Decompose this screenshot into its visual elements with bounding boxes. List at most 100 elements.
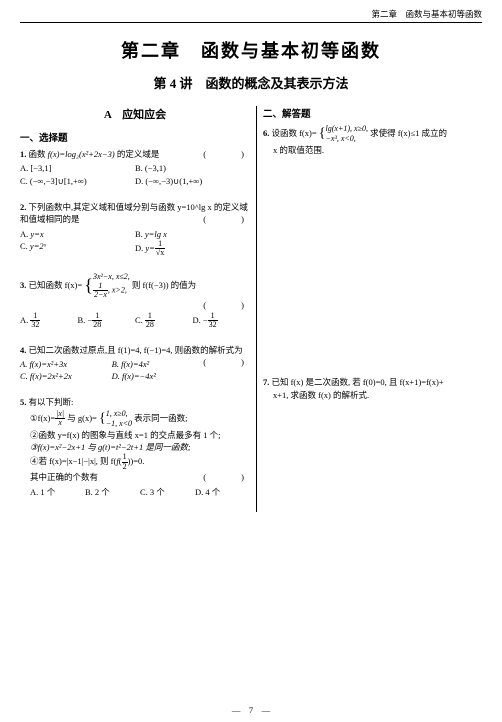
q3-text-a: 已知函数 f(x)= bbox=[29, 280, 83, 290]
q3-num: 3. bbox=[20, 280, 26, 290]
q5l4-inner-f: f bbox=[116, 456, 118, 466]
q2a-math: y=x bbox=[30, 229, 43, 239]
q5-opt-c: C. 3 个 bbox=[140, 486, 195, 498]
right-column: 二、解答题 6. 设函数 f(x)= { lg(x+1), x≥0, −x³, … bbox=[256, 106, 482, 512]
q1-paren: ( ) bbox=[203, 148, 250, 160]
q3-text-b: 则 f(f(−3)) 的值为 bbox=[132, 280, 196, 290]
q3-options: A. 132 B. −128 C. 128 D. −132 bbox=[20, 312, 250, 330]
header-right: 第二章 函数与基本初等函数 bbox=[20, 8, 482, 20]
q4-opt-d: D. f(x)=−4x² bbox=[112, 370, 204, 382]
question-1: 1. 函数 f(x)=log₂(x²+2x−3) 的定义域是 ( ) A. [−… bbox=[20, 148, 250, 187]
q6-text-a: 设函数 f(x)= bbox=[271, 128, 316, 138]
q2d-den: √x bbox=[155, 249, 165, 257]
q5-options: A. 1 个 B. 2 个 C. 3 个 D. 4 个 bbox=[30, 486, 250, 498]
q3c-label: C. bbox=[135, 315, 145, 325]
q3c2-tail: , x>2, bbox=[108, 285, 127, 294]
q6-tail: x 的取值范围. bbox=[273, 144, 482, 156]
section-name: 函数的概念及其表示方法 bbox=[206, 76, 349, 91]
question-7: 7. 已知 f(x) 是二次函数, 若 f(0)=0, 且 f(x+1)=f(x… bbox=[263, 376, 482, 401]
q5l1-b: 与 g(x)= bbox=[65, 413, 97, 423]
q6-cases: { lg(x+1), x≥0, −x³, x<0, bbox=[319, 124, 368, 144]
q5-line1: ①f(x)=|x|x 与 g(x)= {1, x≥0,−1, x<0 表示同一函… bbox=[30, 409, 250, 429]
question-2: 2. 下列函数中,其定义域和值域分别与函数 y=10^lg x 的定义域和值域相… bbox=[20, 201, 250, 258]
q7-text-a: 已知 f(x) 是二次函数, 若 f(0)=0, 且 f(x+1)=f(x)+ bbox=[271, 377, 443, 387]
q1-num: 1. bbox=[20, 149, 26, 159]
q3-opt-a: A. 132 bbox=[20, 312, 77, 330]
q3a-label: A. bbox=[20, 315, 30, 325]
question-3: 3. 已知函数 f(x)= { 3x²−x, x≤2, 12−x, x>2, 则… bbox=[20, 272, 250, 330]
q3c-den: 28 bbox=[145, 321, 155, 329]
q3-paren: ( ) bbox=[203, 299, 250, 311]
left-column: A 应知应会 一、选择题 1. 函数 f(x)=log₂(x²+2x−3) 的定… bbox=[20, 106, 250, 512]
q3-opt-c: C. 128 bbox=[135, 312, 192, 330]
q5-text: 有以下判断: bbox=[29, 397, 74, 407]
section-prefix: 第 4 讲 bbox=[153, 76, 205, 91]
q6-text-b: 求使得 f(x)≤1 成立的 bbox=[370, 128, 447, 138]
q1-text-b: 的定义域是 bbox=[115, 149, 160, 159]
q7-text-b: x+1, 求函数 f(x) 的解析式. bbox=[273, 389, 482, 401]
q1-opt-b: B. (−3,1) bbox=[135, 162, 250, 174]
q2d-label: D. bbox=[135, 243, 145, 253]
q5-line4: ④若 f(x)=|x−1|−|x|, 则 f(f(12))=0. bbox=[30, 453, 250, 471]
q3b-label: B. − bbox=[77, 315, 92, 325]
brace-icon: { bbox=[319, 128, 326, 139]
q1-opt-c: C. (−∞,−3]∪[1,+∞) bbox=[20, 175, 135, 187]
q3-opt-d: D. −132 bbox=[192, 312, 249, 330]
q5l4-a: ④若 f(x)=|x−1|−|x|, 则 f bbox=[30, 456, 114, 466]
page-number: — 7 — bbox=[0, 704, 502, 716]
q2c-label: C. bbox=[20, 241, 30, 251]
q4-opt-c: C. f(x)=2x²+2x bbox=[20, 370, 112, 382]
sub-title: A 应知应会 bbox=[20, 106, 250, 122]
q4-paren: ( ) bbox=[203, 356, 250, 368]
q3d-label: D. − bbox=[192, 315, 207, 325]
q5-paren: ( ) bbox=[203, 471, 250, 483]
header-rule bbox=[20, 22, 482, 23]
q3c2-den: 2−x bbox=[93, 291, 108, 299]
q3-cases: { 3x²−x, x≤2, 12−x, x>2, bbox=[84, 272, 129, 300]
q4-opt-b: B. f(x)=4x² bbox=[112, 358, 204, 370]
q5-opt-b: B. 2 个 bbox=[85, 486, 140, 498]
q6-num: 6. bbox=[263, 128, 269, 138]
q1-options: A. [−3,1] B. (−3,1) C. (−∞,−3]∪[1,+∞) D.… bbox=[20, 162, 250, 187]
q5l1-den: x bbox=[55, 419, 65, 427]
q5l1-c1: 1, x≥0, bbox=[106, 409, 132, 419]
q5-opt-d: D. 4 个 bbox=[195, 486, 250, 498]
q5-line2: ②函数 y=f(x) 的图象与直线 x=1 的交点最多有 1 个; bbox=[30, 429, 250, 441]
q4-options: A. f(x)=x²+3x B. f(x)=4x² C. f(x)=2x²+2x… bbox=[20, 358, 203, 383]
q6-case1: lg(x+1), x≥0, bbox=[326, 124, 368, 134]
q2-options: A. y=x B. y=lg x C. y=2ˣ D. y=1√x bbox=[20, 228, 250, 258]
q3b-den: 28 bbox=[92, 321, 102, 329]
q5l1-c2: −1, x<0 bbox=[106, 419, 132, 429]
question-6: 6. 设函数 f(x)= { lg(x+1), x≥0, −x³, x<0, 求… bbox=[263, 124, 482, 156]
section-label-answer: 二、解答题 bbox=[263, 106, 482, 120]
brace-icon: { bbox=[84, 278, 93, 292]
q5-line3: ③f(x)=x²−2x+1 与 g(t)=t²−2t+1 是同一函数; bbox=[30, 441, 250, 453]
q1-math: f(x)=log₂(x²+2x−3) bbox=[48, 149, 115, 159]
q2-opt-c: C. y=2ˣ bbox=[20, 240, 135, 258]
q3-case2: 12−x, x>2, bbox=[93, 282, 130, 300]
q1-opt-d: D. (−∞,−3)∪(1,+∞) bbox=[135, 175, 250, 187]
q2-opt-d: D. y=1√x bbox=[135, 240, 250, 258]
q5-tail: 其中正确的个数有 ( ) bbox=[30, 471, 250, 483]
q2b-label: B. bbox=[135, 229, 145, 239]
q1-opt-a: A. [−3,1] bbox=[20, 162, 135, 174]
q4-opt-a: A. f(x)=x²+3x bbox=[20, 358, 112, 370]
section-label-choice: 一、选择题 bbox=[20, 130, 250, 144]
q2-paren: ( ) bbox=[203, 213, 250, 225]
brace-icon: { bbox=[99, 413, 106, 424]
q6-case2: −x³, x<0, bbox=[326, 134, 368, 144]
q5l4-den: 2 bbox=[122, 463, 128, 471]
q7-num: 7. bbox=[263, 377, 269, 387]
q2d-frac: 1√x bbox=[155, 240, 165, 258]
q4-text: 已知二次函数过原点,且 f(1)=4, f(−1)=4, 则函数的解析式为 bbox=[29, 345, 243, 355]
q2-opt-b: B. y=lg x bbox=[135, 228, 250, 240]
q3-opt-b: B. −128 bbox=[77, 312, 134, 330]
columns: A 应知应会 一、选择题 1. 函数 f(x)=log₂(x²+2x−3) 的定… bbox=[20, 106, 482, 512]
q2c-math: y=2ˣ bbox=[30, 241, 46, 251]
q4-num: 4. bbox=[20, 345, 26, 355]
question-4: 4. 已知二次函数过原点,且 f(1)=4, f(−1)=4, 则函数的解析式为… bbox=[20, 344, 250, 383]
q3d-den: 32 bbox=[208, 321, 218, 329]
q5-tail-text: 其中正确的个数有 bbox=[30, 472, 98, 482]
question-5: 5. 有以下判断: ①f(x)=|x|x 与 g(x)= {1, x≥0,−1,… bbox=[20, 396, 250, 497]
q1-text-a: 函数 bbox=[29, 149, 48, 159]
